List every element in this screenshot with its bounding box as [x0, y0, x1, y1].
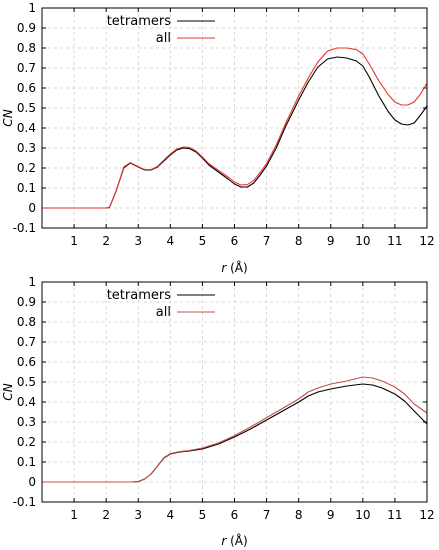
- y-tick-label: 0.2: [17, 161, 36, 175]
- x-tick-label: 11: [387, 508, 402, 522]
- legend-label-tetramers: tetramers: [107, 288, 172, 303]
- y-tick-label: 0: [28, 201, 36, 215]
- y-tick-label: 0.4: [17, 395, 36, 409]
- x-tick-label: 9: [327, 508, 335, 522]
- y-tick-label: 0.7: [17, 61, 36, 75]
- y-tick-label: 0.5: [17, 101, 36, 115]
- x-tick-label: 1: [70, 508, 78, 522]
- plot-frame: [41, 7, 428, 229]
- plot-frame: [41, 281, 428, 503]
- y-tick-label: 0.9: [17, 295, 36, 309]
- y-tick-label: 1: [28, 1, 36, 15]
- x-tick-label: 12: [419, 508, 434, 522]
- x-tick-label: 9: [327, 234, 335, 248]
- series-line-all: [42, 376, 428, 483]
- x-tick-label: 7: [263, 508, 271, 522]
- y-tick-label: 0.1: [17, 181, 36, 195]
- y-tick-label: 0.3: [17, 415, 36, 429]
- x-tick-label: 10: [355, 234, 370, 248]
- y-axis-label: CN: [1, 383, 15, 400]
- y-tick-label: 0: [28, 475, 36, 489]
- x-tick-label: 3: [134, 234, 142, 248]
- y-tick-label: 0.8: [17, 315, 36, 329]
- x-tick-label: 3: [134, 508, 142, 522]
- chart-panel-top: -0.100.10.20.30.40.50.60.70.80.911 2 3 4 5 6 7…: [1, 1, 435, 275]
- x-tick-label: 7: [263, 234, 271, 248]
- legend-label-all: all: [156, 305, 171, 320]
- x-tick-label: 8: [295, 234, 303, 248]
- x-axis-variable: r: [221, 261, 227, 275]
- y-tick-label: 0.1: [17, 455, 36, 469]
- y-tick-label: 0.2: [17, 435, 36, 449]
- x-tick-label: 2: [102, 508, 110, 522]
- legend-label-tetramers: tetramers: [107, 14, 172, 29]
- y-tick-label: 0.4: [17, 121, 36, 135]
- x-axis-unit: (Å): [226, 533, 247, 548]
- x-tick-label: 1: [70, 234, 78, 248]
- x-tick-label: 4: [167, 234, 175, 248]
- y-tick-label: 0.3: [17, 141, 36, 155]
- x-axis-label: r (Å): [221, 533, 247, 548]
- x-tick-label: 11: [387, 234, 402, 248]
- chart-panel-bottom: -0.100.10.20.30.40.50.60.70.80.911 2 3 4 5 6 7…: [1, 275, 435, 548]
- x-tick-label: 2: [102, 234, 110, 248]
- x-tick-label: 10: [355, 508, 370, 522]
- x-axis-label: r (Å): [221, 260, 247, 275]
- y-tick-label: 0.5: [17, 375, 36, 389]
- x-tick-label: 6: [231, 234, 239, 248]
- series-line-all: [42, 47, 428, 209]
- x-tick-label: 4: [167, 508, 175, 522]
- y-tick-label: 0.9: [17, 21, 36, 35]
- series-line-tetramers: [42, 56, 428, 209]
- y-tick-label: 0.7: [17, 335, 36, 349]
- x-tick-label: 5: [199, 234, 207, 248]
- x-tick-label: 5: [199, 508, 207, 522]
- legend-label-all: all: [156, 31, 171, 46]
- y-tick-label: -0.1: [13, 221, 36, 235]
- x-axis-unit: (Å): [226, 260, 247, 275]
- x-tick-label: 12: [419, 234, 434, 248]
- y-tick-label: -0.1: [13, 495, 36, 509]
- y-tick-label: 1: [28, 275, 36, 289]
- y-tick-label: 0.6: [17, 355, 36, 369]
- y-tick-label: 0.6: [17, 81, 36, 95]
- y-axis-label: CN: [1, 109, 15, 126]
- x-tick-label: 6: [231, 508, 239, 522]
- x-axis-variable: r: [221, 534, 227, 548]
- y-tick-label: 0.8: [17, 41, 36, 55]
- x-tick-label: 8: [295, 508, 303, 522]
